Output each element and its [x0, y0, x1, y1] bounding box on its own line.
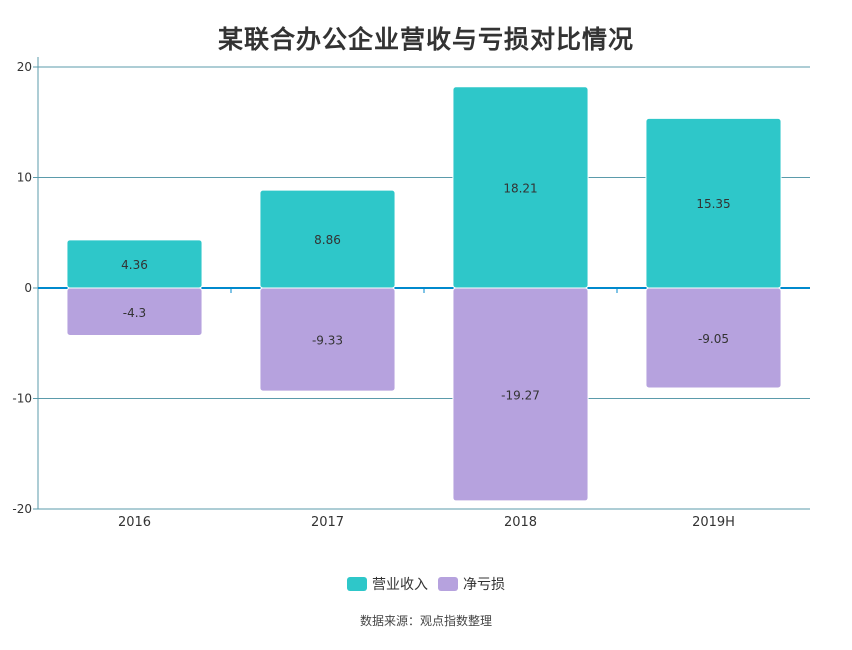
loss-bar: [66, 287, 203, 337]
revenue-data-label: 18.21: [503, 181, 537, 195]
x-tick-label: 2017: [311, 515, 344, 530]
legend-item-revenue[interactable]: 营业收入: [347, 574, 428, 594]
legend-swatch-loss: [438, 577, 458, 591]
chart-title: 某联合办公企业营收与亏损对比情况: [217, 25, 634, 54]
legend-swatch-revenue: [347, 577, 367, 591]
x-tick-label: 2019H: [692, 515, 735, 530]
revenue-data-label: 15.35: [696, 197, 730, 211]
loss-bar: [259, 287, 396, 392]
legend-item-loss[interactable]: 净亏损: [438, 574, 505, 594]
loss-data-label: -9.33: [312, 334, 343, 348]
loss-data-label: -4.3: [123, 306, 146, 320]
y-tick-label: -20: [12, 502, 32, 516]
y-tick-label: 0: [24, 281, 32, 295]
legend: 营业收入 净亏损: [0, 574, 852, 594]
loss-bar: [645, 287, 782, 389]
loss-bar: [452, 287, 589, 502]
x-tick-label: 2016: [118, 515, 151, 530]
legend-label-loss: 净亏损: [463, 577, 505, 593]
x-tick-label: 2018: [504, 515, 537, 530]
loss-data-label: -9.05: [698, 332, 729, 346]
chart-canvas: -20 -10 0 10 20 2016 4.36 -4.3 2017 8.86 -9.33 2018…: [12, 57, 810, 530]
data-source-note: 数据来源：观点指数整理: [359, 614, 492, 628]
revenue-data-label: 8.86: [314, 233, 341, 247]
loss-data-label: -19.27: [501, 388, 540, 402]
y-tick-label: 10: [17, 171, 32, 185]
legend-label-revenue: 营业收入: [372, 577, 428, 593]
y-tick-label: 20: [17, 60, 32, 74]
y-tick-label: -10: [12, 392, 32, 406]
revenue-data-label: 4.36: [121, 258, 148, 272]
